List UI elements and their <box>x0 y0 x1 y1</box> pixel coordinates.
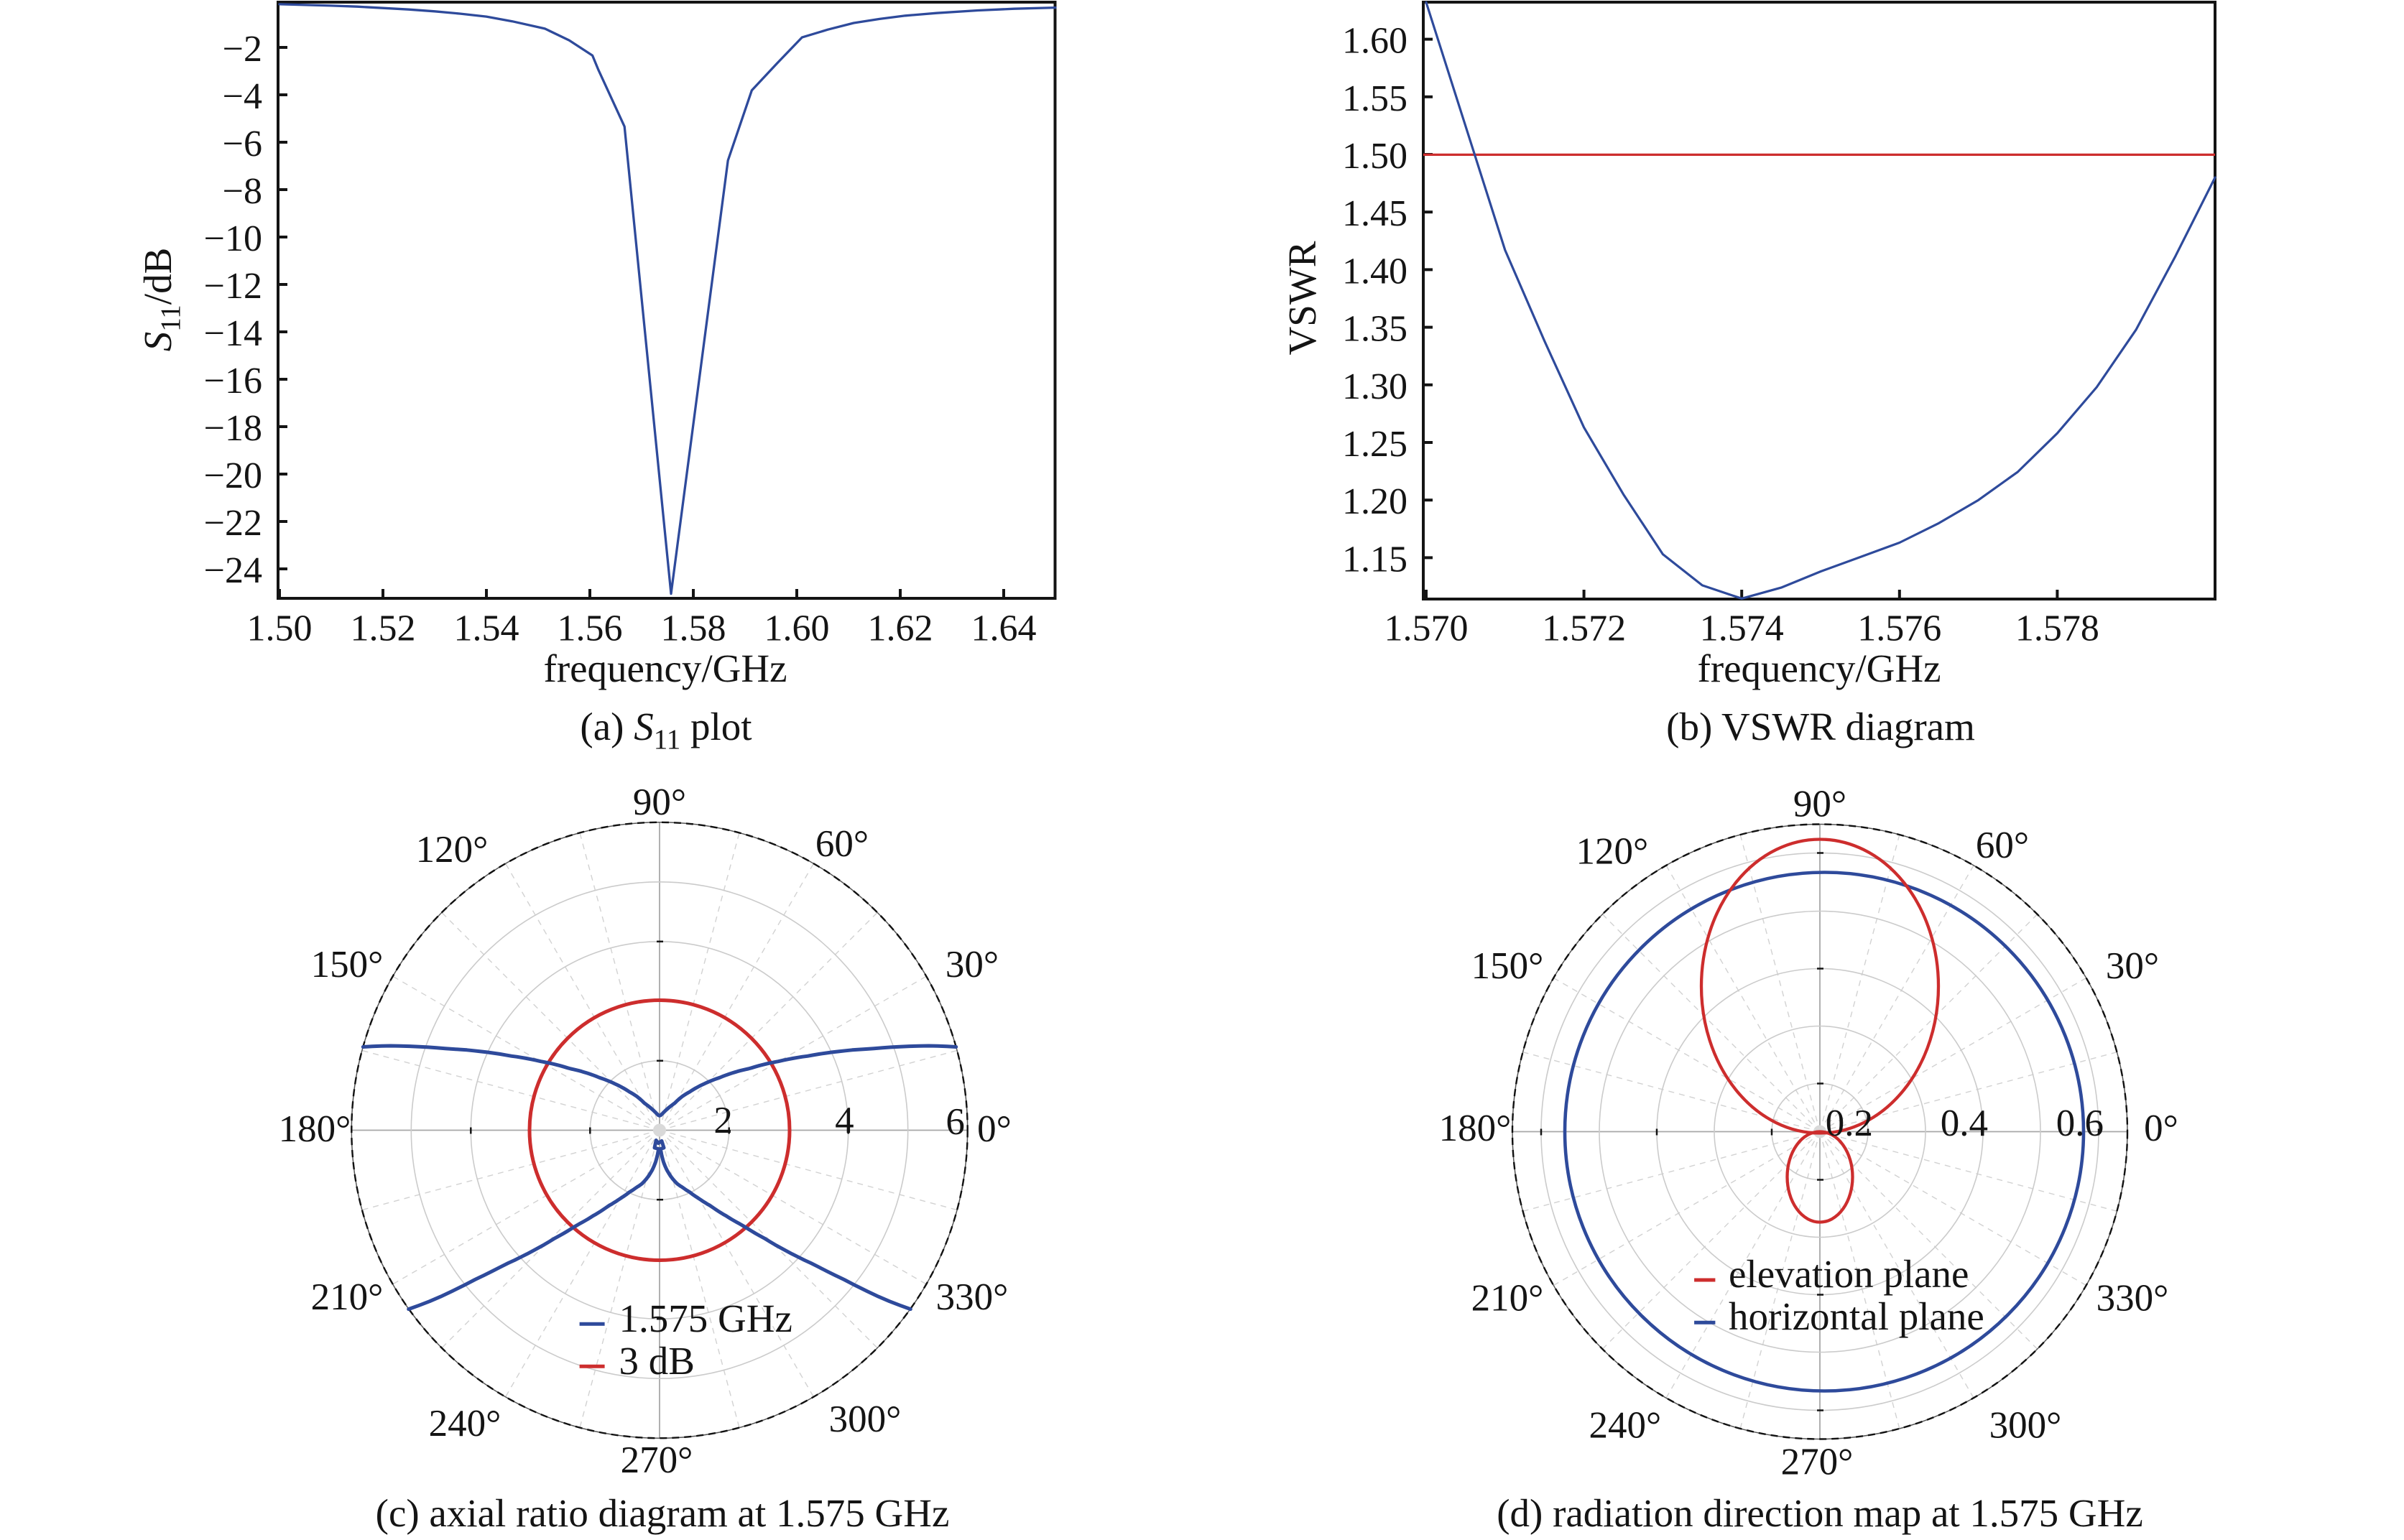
svg-text:−20: −20 <box>204 455 262 496</box>
svg-text:120°: 120° <box>416 829 489 871</box>
svg-text:1.56: 1.56 <box>558 608 623 649</box>
svg-text:330°: 330° <box>2096 1278 2169 1319</box>
svg-text:1.576: 1.576 <box>1857 608 1941 649</box>
svg-text:elevation plane: elevation plane <box>1729 1252 1969 1296</box>
svg-text:4: 4 <box>835 1100 854 1141</box>
svg-text:−16: −16 <box>204 361 262 402</box>
svg-text:1.60: 1.60 <box>1342 21 1407 62</box>
svg-text:6: 6 <box>946 1101 965 1143</box>
svg-text:1.64: 1.64 <box>971 608 1037 649</box>
svg-text:0.6: 0.6 <box>2056 1103 2104 1144</box>
svg-text:−12: −12 <box>204 266 262 307</box>
svg-text:frequency/GHz: frequency/GHz <box>544 646 787 690</box>
svg-text:VSWR: VSWR <box>1280 241 1324 355</box>
svg-text:1.50: 1.50 <box>247 608 313 649</box>
svg-text:150°: 150° <box>311 944 384 985</box>
svg-text:−4: −4 <box>223 76 262 117</box>
svg-text:30°: 30° <box>946 944 999 985</box>
svg-text:−8: −8 <box>223 171 262 212</box>
svg-text:1.55: 1.55 <box>1342 78 1407 119</box>
svg-text:1.52: 1.52 <box>351 608 416 649</box>
svg-text:180°: 180° <box>1439 1108 1512 1149</box>
svg-text:S11/dB: S11/dB <box>136 248 186 352</box>
svg-text:300°: 300° <box>829 1398 902 1440</box>
svg-text:210°: 210° <box>1471 1278 1544 1319</box>
svg-text:1.570: 1.570 <box>1384 608 1469 649</box>
svg-text:0°: 0° <box>2144 1108 2178 1149</box>
svg-text:−18: −18 <box>204 408 262 449</box>
svg-text:1.578: 1.578 <box>2015 608 2099 649</box>
svg-text:−22: −22 <box>204 503 262 544</box>
svg-text:330°: 330° <box>936 1276 1009 1318</box>
svg-text:30°: 30° <box>2106 945 2159 987</box>
svg-text:1.572: 1.572 <box>1542 608 1626 649</box>
svg-text:−14: −14 <box>204 313 262 354</box>
svg-text:(a) S11 plot: (a) S11 plot <box>580 705 752 755</box>
svg-text:90°: 90° <box>1793 783 1846 825</box>
svg-text:240°: 240° <box>1589 1404 1661 1446</box>
svg-text:(b) VSWR diagram: (b) VSWR diagram <box>1666 705 1975 748</box>
svg-text:1.15: 1.15 <box>1342 539 1407 580</box>
svg-text:1.40: 1.40 <box>1342 251 1407 292</box>
svg-text:−10: −10 <box>204 218 262 259</box>
svg-text:150°: 150° <box>1471 945 1544 987</box>
svg-text:frequency/GHz: frequency/GHz <box>1698 646 1941 690</box>
svg-text:1.54: 1.54 <box>454 608 519 649</box>
svg-text:1.58: 1.58 <box>661 608 726 649</box>
svg-text:1.30: 1.30 <box>1342 366 1407 407</box>
svg-text:60°: 60° <box>1976 825 2029 866</box>
svg-text:180°: 180° <box>279 1108 351 1150</box>
svg-text:300°: 300° <box>1989 1404 2062 1446</box>
svg-text:1.35: 1.35 <box>1342 309 1407 350</box>
svg-text:(d) radiation direction map at: (d) radiation direction map at 1.575 GHz <box>1497 1491 2143 1535</box>
svg-text:0.2: 0.2 <box>1826 1103 1873 1144</box>
svg-text:1.60: 1.60 <box>764 608 830 649</box>
svg-text:1.20: 1.20 <box>1342 481 1407 522</box>
svg-text:1.62: 1.62 <box>868 608 933 649</box>
svg-text:270°: 270° <box>1781 1442 1854 1483</box>
svg-text:1.50: 1.50 <box>1342 136 1407 177</box>
svg-text:120°: 120° <box>1576 830 1649 872</box>
svg-text:1.45: 1.45 <box>1342 193 1407 234</box>
svg-text:horizontal plane: horizontal plane <box>1729 1294 1984 1338</box>
svg-text:(c) axial ratio diagram at 1.5: (c) axial ratio diagram at 1.575 GHz <box>376 1491 950 1535</box>
svg-text:−2: −2 <box>223 29 262 70</box>
svg-text:−6: −6 <box>223 124 262 164</box>
svg-text:240°: 240° <box>429 1403 501 1444</box>
svg-text:2: 2 <box>713 1100 733 1141</box>
svg-text:0°: 0° <box>977 1108 1012 1150</box>
svg-text:1.574: 1.574 <box>1700 608 1784 649</box>
svg-text:270°: 270° <box>621 1439 693 1481</box>
svg-text:3 dB: 3 dB <box>619 1339 695 1383</box>
svg-text:1.575 GHz: 1.575 GHz <box>619 1297 792 1340</box>
svg-text:60°: 60° <box>815 823 869 865</box>
svg-text:90°: 90° <box>633 781 686 823</box>
svg-text:−24: −24 <box>204 550 262 591</box>
svg-text:1.25: 1.25 <box>1342 424 1407 465</box>
svg-text:210°: 210° <box>311 1276 384 1318</box>
svg-text:0.4: 0.4 <box>1941 1103 1988 1144</box>
